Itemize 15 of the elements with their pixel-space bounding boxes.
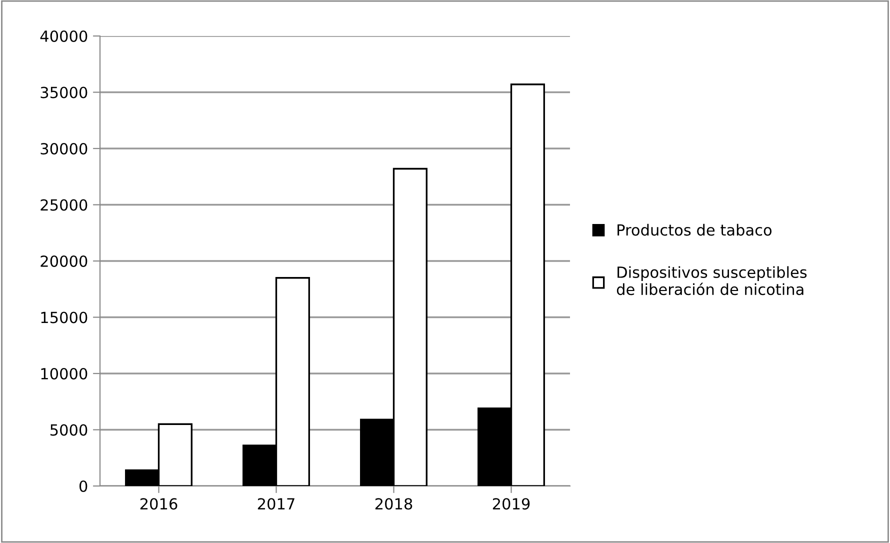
y-tick-label: 35000 <box>40 86 88 98</box>
x-tick-label: 2019 <box>492 498 530 510</box>
x-tick-label: 2017 <box>258 498 294 510</box>
y-tick-label: 0 <box>79 480 88 492</box>
x-tick-label: 2016 <box>140 498 178 510</box>
x-tick-label: 2018 <box>375 498 412 510</box>
legend-label: Dispositivos susceptibles de liberación de nicotina <box>616 266 807 296</box>
y-tick-label: 10000 <box>41 368 88 380</box>
legend-label: Productos de tabaco <box>618 224 772 236</box>
y-tick-label: 25000 <box>40 199 88 211</box>
y-tick-label: 5000 <box>50 424 88 436</box>
y-tick-label: 20000 <box>40 255 88 268</box>
y-tick-label: 30000 <box>40 142 88 155</box>
y-tick-label: 40000 <box>40 30 88 42</box>
y-tick-label: 15000 <box>41 312 88 324</box>
